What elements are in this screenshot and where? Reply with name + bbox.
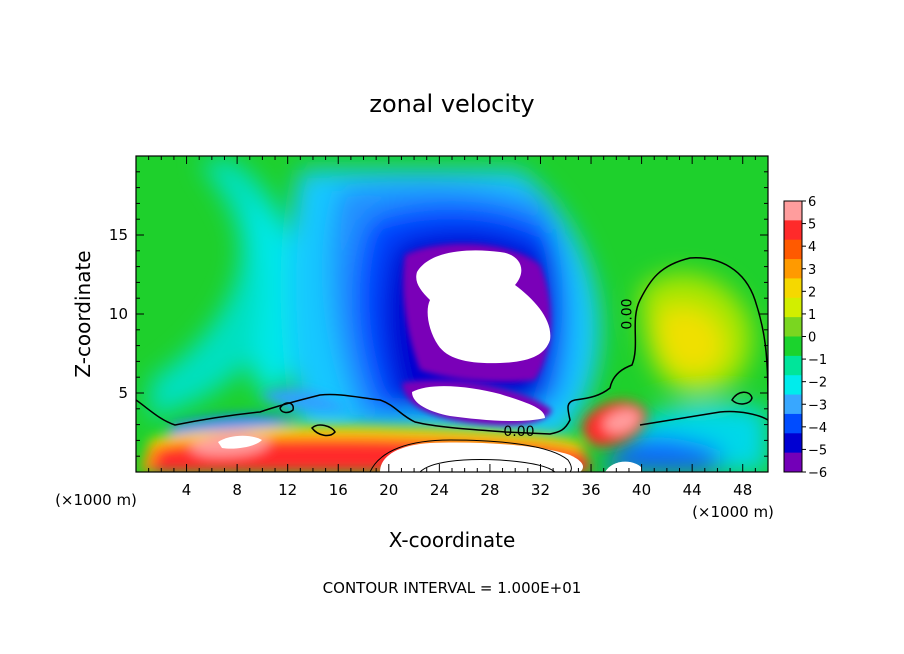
contour-zero-right-loop — [731, 391, 753, 405]
x-tick-label: 44 — [683, 481, 702, 499]
y-axis: 5 10 15 — [109, 171, 768, 457]
colorbar-label: −2 — [808, 376, 827, 391]
contour-interval-note: CONTOUR INTERVAL = 1.000E+01 — [323, 579, 582, 597]
x-tick-label: 4 — [182, 481, 192, 499]
colorbar-label: −6 — [808, 466, 827, 481]
colorbar-label: −3 — [808, 398, 827, 413]
contour-zero-main — [136, 257, 768, 435]
core-lower — [412, 386, 545, 422]
colorbar-swatch — [784, 433, 802, 454]
contour-zero-small-1 — [279, 402, 294, 414]
contour-ground — [369, 439, 572, 472]
colorbar-label: −4 — [808, 421, 827, 436]
x-unit-label: (×1000 m) — [692, 503, 774, 521]
chart-title: zonal velocity — [369, 90, 534, 118]
y-axis-label: Z-coordinate — [71, 250, 95, 377]
core-left — [218, 435, 262, 449]
x-tick-label: 36 — [581, 481, 600, 499]
colorbar-label: 2 — [808, 285, 816, 300]
colorbar-swatch — [784, 452, 802, 473]
colorbar: 6 5 4 3 2 1 0 −1 −2 −3 −4 −5 −6 — [783, 195, 827, 481]
x-tick-label: 12 — [278, 481, 297, 499]
colorbar-swatch — [784, 355, 802, 376]
x-tick-label: 20 — [379, 481, 398, 499]
colorbar-swatch — [784, 239, 802, 260]
x-tick-label: 24 — [430, 481, 449, 499]
colorbar-label: 3 — [808, 263, 816, 278]
contour-label-text: 0.00 — [619, 298, 635, 329]
velocity-field — [136, 156, 768, 472]
colorbar-label: −1 — [808, 353, 827, 368]
core-ground — [380, 442, 583, 472]
z-unit-label: (×1000 m) — [55, 491, 137, 509]
y-tick-label: 5 — [118, 384, 128, 402]
x-axis-label: X-coordinate — [389, 528, 516, 552]
colorbar-swatch — [784, 375, 802, 396]
colorbar-swatch — [784, 297, 802, 318]
x-tick-label: 8 — [232, 481, 242, 499]
colorbar-swatch — [784, 201, 802, 221]
x-tick-label: 48 — [733, 481, 752, 499]
colorbar-swatch — [784, 278, 802, 299]
colorbar-label: 6 — [808, 195, 816, 210]
contour-zero-small-2 — [311, 424, 336, 437]
contour-label: 0.00 — [619, 298, 635, 329]
core-right — [605, 461, 642, 472]
colorbar-label: 0 — [808, 331, 816, 346]
y-tick-label: 15 — [109, 226, 128, 244]
colorbar-swatch — [784, 259, 802, 279]
colorbar-label: 5 — [808, 218, 816, 233]
contour-label-text: 0.00 — [503, 424, 534, 440]
x-tick-label: 32 — [531, 481, 550, 499]
colorbar-label: 1 — [808, 308, 816, 323]
colorbar-swatch — [784, 317, 802, 337]
colorbar-swatch — [784, 413, 802, 434]
colorbar-swatch — [784, 220, 802, 241]
colorbar-swatch — [784, 336, 802, 357]
zero-contours — [136, 257, 768, 437]
contour-zero-right-lower — [639, 410, 768, 426]
x-axis: 4 8 12 16 20 24 28 32 36 40 44 48 — [148, 156, 756, 499]
contour-label: 0.00 — [503, 424, 534, 440]
y-tick-label: 10 — [109, 305, 128, 323]
contour-labels: 0.00 0.00 — [503, 298, 635, 440]
contour-ground-inner — [419, 459, 556, 472]
colorbar-swatch — [784, 394, 802, 415]
x-tick-label: 16 — [329, 481, 348, 499]
x-tick-label: 28 — [480, 481, 499, 499]
colorbar-label: 4 — [808, 240, 816, 255]
core-upper — [416, 250, 551, 364]
colorbar-label: −5 — [808, 443, 827, 458]
x-tick-label: 40 — [632, 481, 651, 499]
